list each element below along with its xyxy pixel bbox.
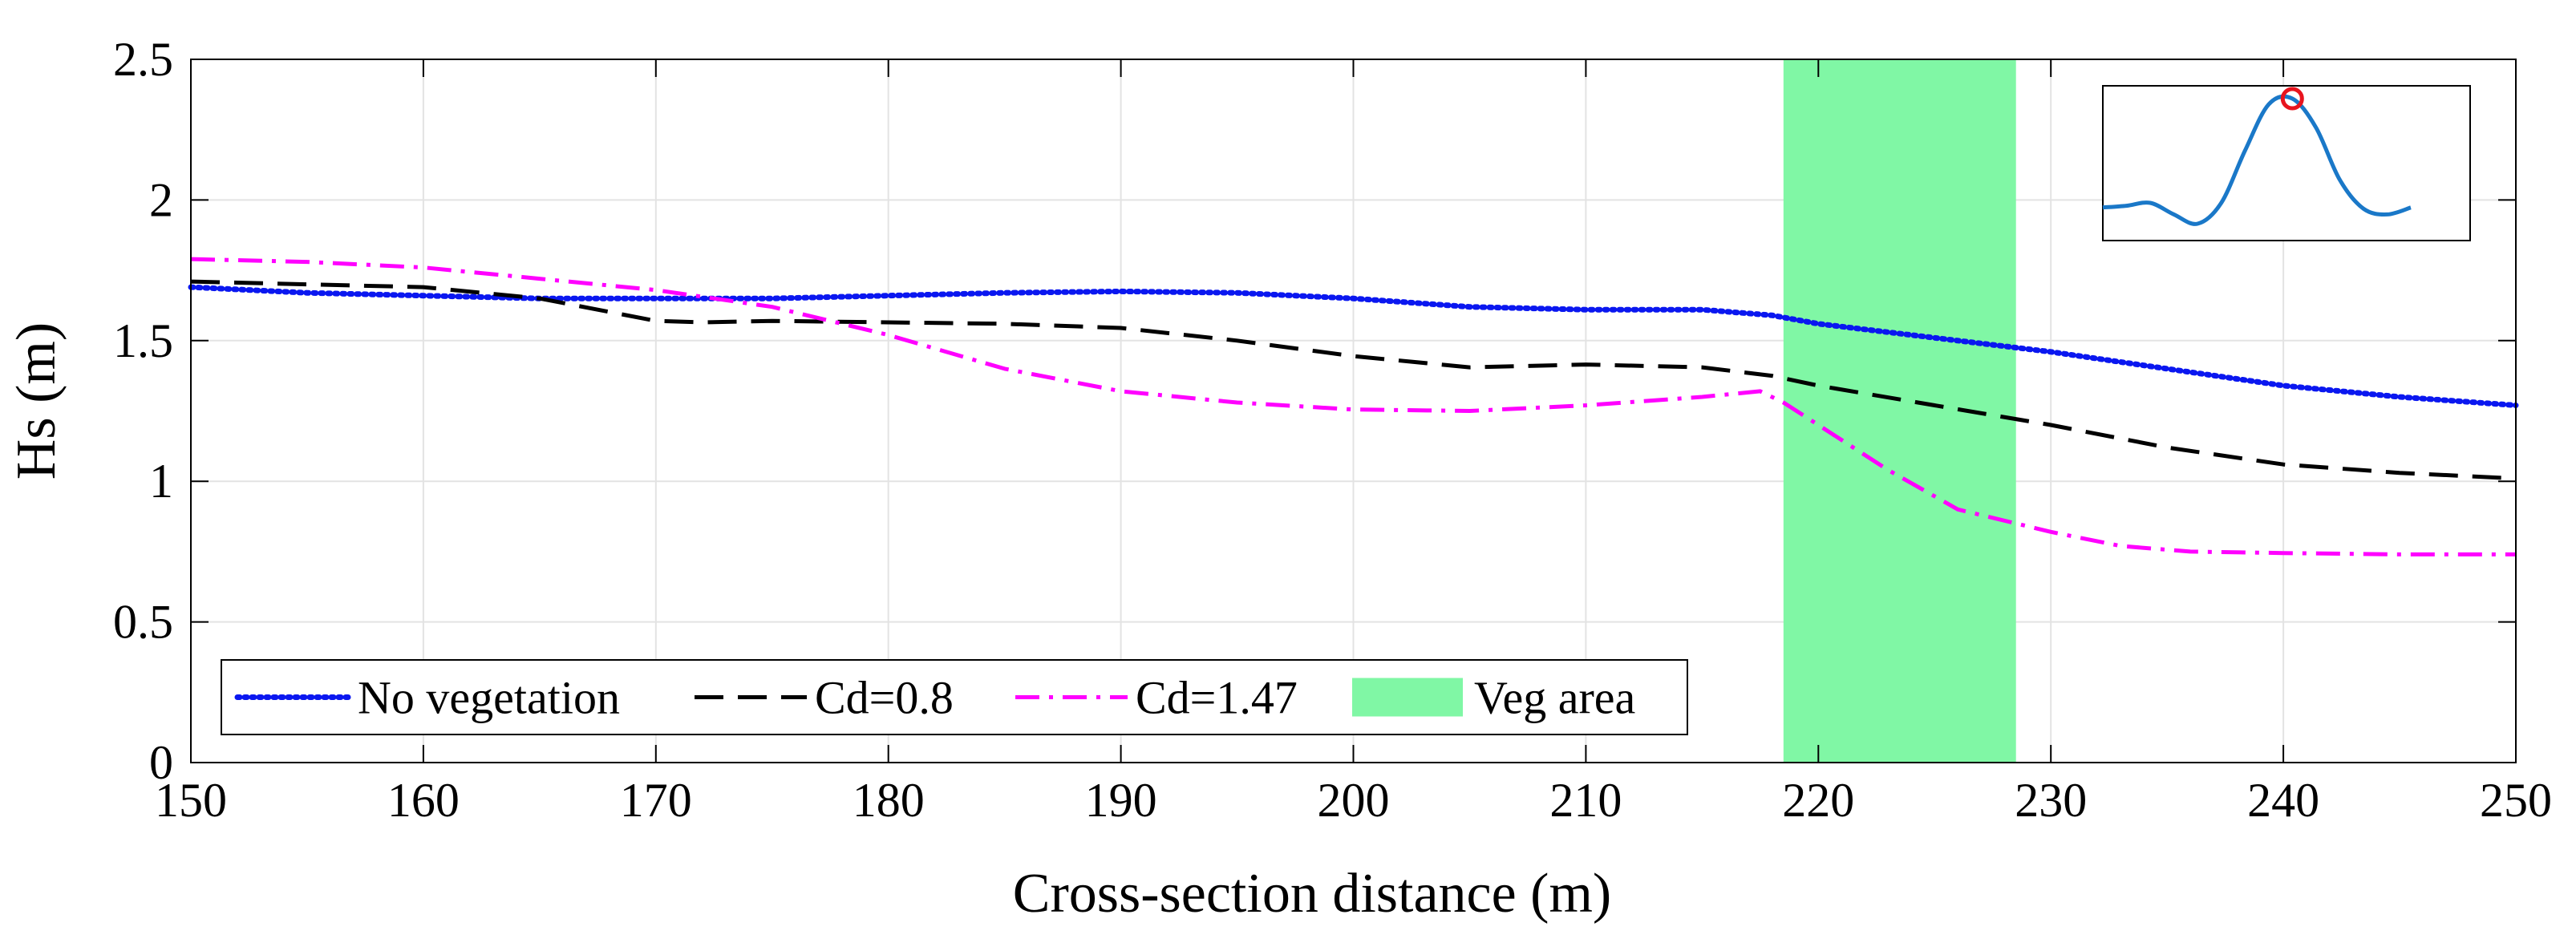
x-tick-label: 170 [620, 774, 692, 827]
x-axis-title: Cross-section distance (m) [1013, 863, 1611, 925]
series-line-2 [190, 279, 2517, 481]
series-layer [188, 257, 2519, 556]
legend: No vegetation Cd=0.8 Cd=1.47 Veg area [221, 659, 1688, 735]
y-tick-label: 0 [149, 736, 173, 789]
series-line-1 [188, 284, 2519, 408]
x-tick-label: 210 [1549, 774, 1622, 827]
x-tick-label: 190 [1085, 774, 1157, 827]
x-tick-label: 250 [2480, 774, 2552, 827]
legend-label-2: Cd=0.8 [815, 672, 954, 724]
inset-location-marker [2280, 87, 2304, 111]
legend-label-3: Cd=1.47 [1136, 672, 1298, 724]
legend-swatch-veg [1352, 678, 1463, 717]
axes [190, 59, 2517, 763]
inset-profile-line [2102, 94, 2412, 226]
series-line-3 [190, 257, 2516, 556]
x-tick-label: 220 [1782, 774, 1854, 827]
y-tick-label: 1 [149, 455, 173, 508]
tick-labels: 150 160 170 180 190 200 210 220 230 240 250 0 0.5 1 1.… [113, 33, 2552, 827]
x-tick-label: 180 [853, 774, 925, 827]
y-axis-title: Hs (m) [6, 322, 67, 480]
y-tick-label: 2 [149, 173, 173, 226]
inset-box [2102, 85, 2471, 241]
x-tick-label: 230 [2015, 774, 2087, 827]
veg-area-layer [1783, 59, 2016, 763]
veg-area-band [1783, 59, 2016, 763]
x-tick-label: 160 [387, 774, 460, 827]
inset-profile [2102, 85, 2471, 241]
x-tick-label: 150 [155, 774, 227, 827]
x-tick-label: 240 [2247, 774, 2319, 827]
legend-label-1: No vegetation [358, 672, 620, 724]
y-tick-label: 0.5 [113, 596, 173, 649]
y-tick-label: 1.5 [113, 314, 173, 367]
legend-label-veg: Veg area [1474, 672, 1635, 724]
x-tick-label: 200 [1318, 774, 1390, 827]
y-tick-label: 2.5 [113, 33, 173, 86]
